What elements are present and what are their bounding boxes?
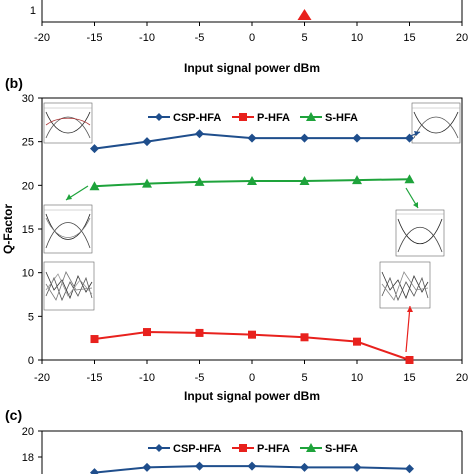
panel-b-y-tick-label: 25: [22, 137, 34, 149]
legend-triangle-marker: [306, 112, 316, 121]
data-point-s-hfa: [404, 174, 415, 184]
legend-c-label-p: P-HFA: [257, 443, 290, 455]
data-point-csp-hfa: [142, 137, 152, 147]
panel-b-x-tick-label: 20: [456, 372, 468, 384]
panel-c-data-point-csp-hfa: [247, 461, 257, 471]
data-point-s-hfa: [247, 175, 257, 185]
panel-c-data-point-csp-hfa: [352, 462, 362, 472]
panel-b-y-tick-label: 15: [22, 224, 34, 236]
data-point-p-hfa: [195, 328, 204, 337]
panel-a-x-tick-label: -20: [34, 32, 50, 44]
panel-b-y-tick-label: 20: [22, 180, 34, 192]
data-point-csp-hfa: [90, 144, 99, 154]
callout-arrows: [65, 131, 421, 353]
panel-b-y-tick-label: 10: [22, 268, 34, 280]
data-point-csp-hfa: [247, 133, 257, 143]
panel-a-x-tick-label: -10: [139, 32, 155, 44]
panel-c: (c) 161820 CSP-HFA P-HFA S-HFA: [5, 407, 463, 474]
legend-c-label-s: S-HFA: [325, 443, 358, 455]
panel-c-label: (c): [5, 407, 22, 423]
data-point-csp-hfa: [352, 133, 362, 143]
panel-b-x-tick-label: -10: [139, 372, 155, 384]
panel-a-x-tick-label: 20: [456, 32, 468, 44]
data-point-p-hfa: [300, 333, 309, 342]
panel-c-y-tick-label: 18: [22, 452, 34, 464]
eye-diagram-inset-p-right: [379, 261, 431, 309]
panel-a-x-tick-label: -15: [87, 32, 103, 44]
data-point-p-hfa: [248, 330, 256, 339]
panel-a: 1 -20 -15 -10 -5 0 5 10 15 20 Input signal power…: [30, 0, 468, 75]
data-point-s-hfa: [352, 175, 362, 185]
data-point-csp-hfa: [405, 133, 414, 143]
legend-diamond-marker: [155, 113, 163, 121]
panel-b-y-tick-label: 30: [22, 93, 34, 105]
panel-c-data-point-csp-hfa: [300, 462, 309, 472]
legend-c-diamond-marker: [155, 444, 163, 452]
panel-a-y-tick: 1: [30, 5, 36, 17]
legend-label-s: S-HFA: [325, 112, 358, 124]
eye-diagram-inset-p-left: [43, 261, 95, 311]
panel-b-x-tick-label: 10: [351, 372, 363, 384]
panel-a-x-tick-label: 15: [403, 32, 415, 44]
legend-square-marker: [239, 113, 247, 121]
panel-b-x-tick-label: -20: [34, 372, 50, 384]
panel-b-y-axis-label: Q-Factor: [1, 204, 15, 254]
panel-b-x-tick-label: -5: [195, 372, 205, 384]
panel-c-data-point-csp-hfa: [195, 461, 204, 471]
data-point-p-hfa: [143, 328, 151, 337]
panel-c-data-point-csp-hfa: [142, 462, 152, 472]
panel-a-x-axis-label: Input signal power dBm: [184, 61, 320, 75]
eye-diagram-inset-s-left: [43, 204, 93, 254]
panel-a-x-tick-label: 0: [249, 32, 255, 44]
data-point-s-hfa: [194, 176, 205, 186]
panel-b-y-tick-label: 0: [28, 355, 34, 367]
data-point-p-hfa: [405, 356, 414, 364]
eye-diagram-inset-csp-left: [43, 102, 93, 144]
data-point-p-hfa: [353, 337, 361, 346]
data-point-p-hfa: [90, 335, 99, 344]
data-point-csp-hfa: [300, 133, 309, 143]
panel-b-x-axis-label: Input signal power dBm: [184, 389, 320, 403]
panel-c-y-tick-label: 20: [22, 426, 34, 438]
legend-label-csp: CSP-HFA: [173, 112, 221, 124]
eye-diagram-inset-s-right: [395, 209, 445, 257]
data-point-s-hfa: [142, 178, 152, 188]
panel-c-data-point-csp-hfa: [405, 464, 414, 474]
data-point-s-hfa: [89, 181, 100, 191]
panel-b-x-tick-label: 5: [301, 372, 307, 384]
data-point-csp-hfa: [195, 129, 204, 139]
panel-b: (b) 0 5 10 15 20 25 30 -20 -15 -10 -5 0 5 10 15 20 Q-F…: [1, 75, 468, 403]
panel-c-data-point-csp-hfa: [90, 468, 99, 474]
panel-b-x-tick-label: -15: [87, 372, 103, 384]
legend-label-p: P-HFA: [257, 112, 290, 124]
panel-c-legend: CSP-HFA P-HFA S-HFA: [148, 443, 358, 455]
panel-b-legend: CSP-HFA P-HFA S-HFA: [148, 112, 358, 124]
panel-b-label: (b): [5, 75, 23, 91]
panel-b-y-tick-label: 5: [28, 311, 34, 323]
eye-diagram-inset-csp-right: [411, 102, 461, 144]
panel-a-x-tick-label: 5: [301, 32, 307, 44]
data-point-s-hfa: [299, 175, 310, 185]
panel-a-x-tick-label: -5: [195, 32, 205, 44]
panel-a-data-point: [297, 9, 312, 20]
legend-c-triangle-marker: [306, 443, 316, 452]
legend-c-label-csp: CSP-HFA: [173, 443, 221, 455]
legend-c-square-marker: [239, 444, 247, 452]
panel-b-x-tick-label: 0: [249, 372, 255, 384]
panel-b-x-tick-label: 15: [403, 372, 415, 384]
panel-a-x-tick-label: 10: [351, 32, 363, 44]
